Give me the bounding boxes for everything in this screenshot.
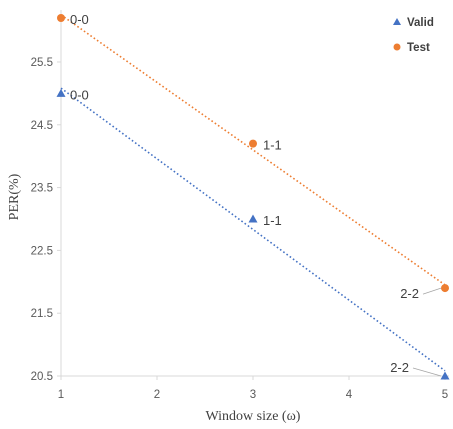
y-axis-title: PER(%) [7,173,22,220]
data-label: 1-1 [263,138,282,153]
y-tick-label: 23.5 [31,183,53,195]
label-leader-line [422,287,442,295]
data-label: 0-0 [70,87,89,102]
x-tick-labels: 1 2 3 4 5 [58,376,448,401]
legend-label-test: Test [407,42,430,54]
x-axis-title: Window size (ω) [206,409,301,424]
y-tick-label: 20.5 [31,371,53,383]
point-test [441,284,449,293]
legend-item-valid: Valid [393,17,434,29]
data-points [56,14,450,380]
x-tick-label: 1 [58,389,64,401]
point-valid [248,214,258,223]
data-label: 1-1 [263,213,282,228]
legend-marker-valid [393,18,401,25]
x-tick-label: 4 [346,389,353,401]
data-labels: 0-0 1-1 2-2 0-0 1-1 2-2 [70,12,419,375]
label-leader-line [412,367,442,377]
y-tick-label: 25.5 [31,57,53,69]
y-tick-label: 21.5 [31,308,53,320]
point-test [249,139,257,148]
point-valid [440,371,450,380]
y-tick-labels: 20.5 21.5 22.5 23.5 24.5 25.5 [31,57,61,383]
point-valid [56,88,66,97]
legend-label-valid: Valid [407,17,434,29]
trendline-test [60,14,446,286]
legend-item-test: Test [393,42,430,54]
point-test [57,14,65,22]
y-tick-label: 24.5 [31,120,53,132]
label-leader-lines [412,287,442,377]
x-tick-label: 5 [442,389,448,401]
y-tick-label: 22.5 [31,245,53,257]
legend-marker-test [393,43,401,51]
data-label: 0-0 [70,12,89,27]
data-label: 2-2 [400,286,419,301]
data-label: 2-2 [390,360,409,375]
x-tick-label: 3 [250,389,256,401]
legend: Valid Test [393,17,434,54]
trendline-valid [60,87,446,372]
trendlines [60,14,446,372]
x-tick-label: 2 [154,389,160,401]
axes [60,10,449,377]
